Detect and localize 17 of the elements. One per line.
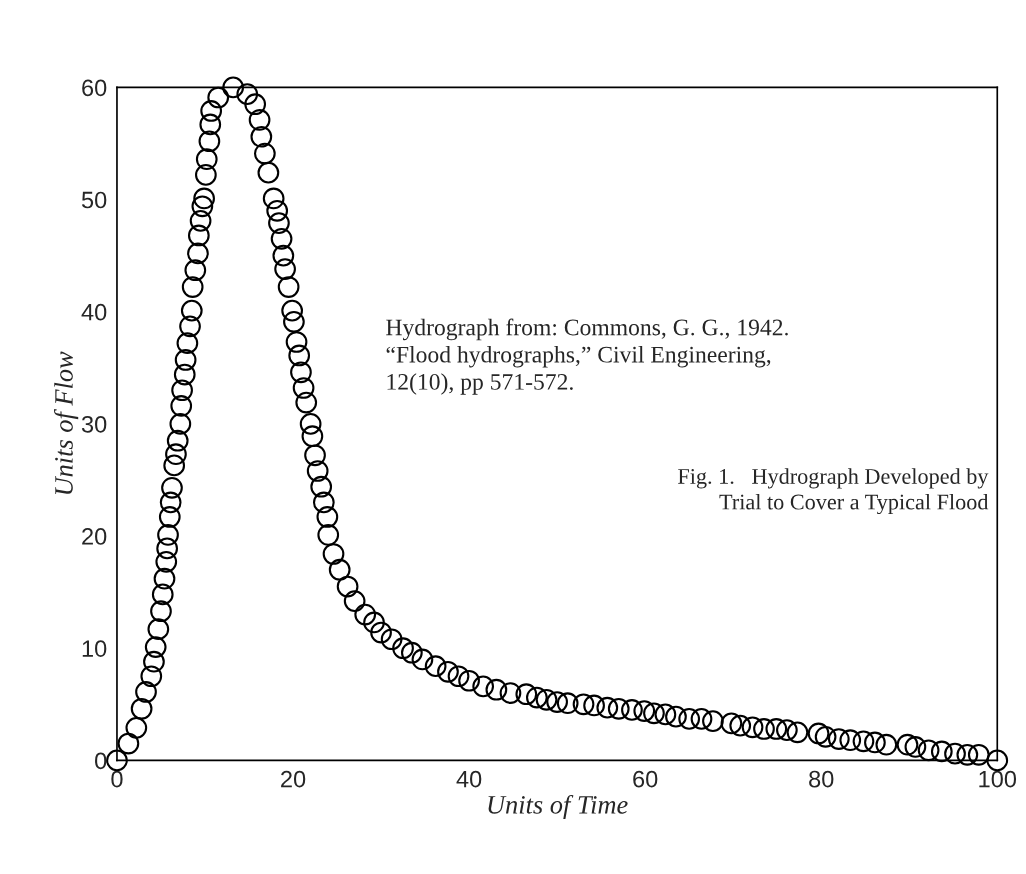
y-axis-title: Units of Flow [54,351,79,495]
y-tick-label: 50 [81,191,107,209]
x-tick-label: 60 [633,770,658,788]
x-tick-label: 0 [111,770,123,788]
x-tick-label: 80 [809,770,834,788]
y-tick-label: 10 [82,640,107,657]
x-axis-title: Units of Time [488,794,628,820]
x-tick-label: 100 [979,770,1017,788]
y-tick-label: 40 [81,303,107,321]
y-tick-label: 60 [82,79,107,97]
annotation: Fig. 1. Hydrograph Developed by Trial to Cover a Typical Flood [678,468,989,515]
x-tick-label: 20 [281,770,306,788]
y-tick-label: 0 [95,752,107,770]
x-tick-label: 40 [456,770,482,788]
y-tick-label: 20 [82,528,107,545]
annotation: Hydrograph from: Commons, G. G., 1942. “Flood hydrographs,” Civil Engineering, 12(10), pp 571-572. [386,318,788,395]
y-tick-label: 30 [81,415,107,433]
